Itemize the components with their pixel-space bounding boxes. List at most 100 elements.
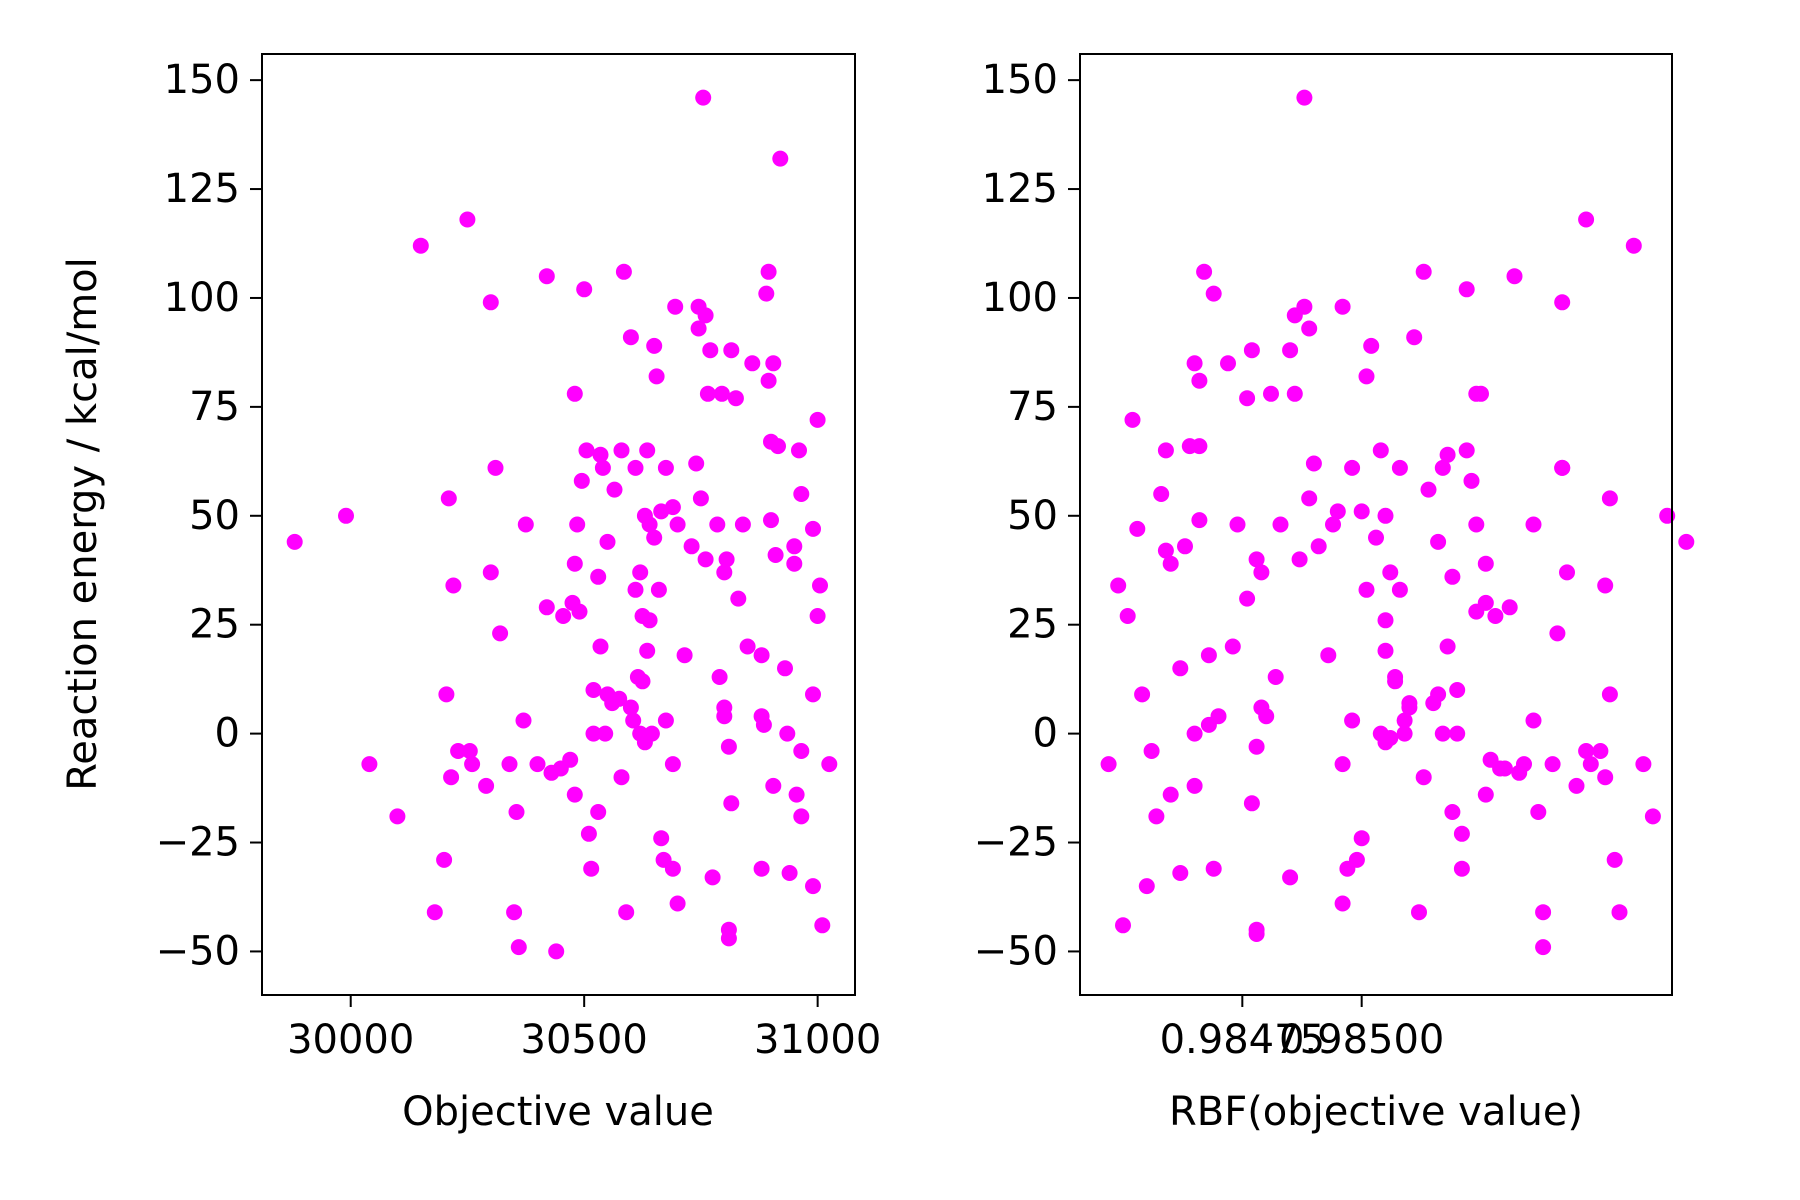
left-data-point [529,756,546,773]
right-data-point [1468,516,1485,533]
right-data-point [1296,89,1313,106]
right-data-point [1434,725,1451,742]
right-data-point [1305,455,1322,472]
left-data-point [571,603,588,620]
right-data-point [1282,342,1299,359]
right-data-point [1124,411,1141,428]
right-y-tick-label: 75 [1007,384,1058,430]
right-data-point [1535,904,1552,921]
right-y-tick-label: 150 [982,57,1058,103]
left-data-point [744,355,761,372]
right-data-point [1477,555,1494,572]
left-data-point [650,581,667,598]
right-y-tick-label: −50 [974,928,1058,974]
right-data-point [1200,647,1217,664]
right-data-point [1430,533,1447,550]
left-data-point [791,442,807,459]
left-data-point [443,769,460,786]
right-data-point [1415,769,1432,786]
right-data-point [1220,355,1236,372]
right-y-tick-label: 25 [1007,602,1058,648]
right-data-point [1439,446,1456,463]
left-data-point [765,355,782,372]
right-data-point [1100,756,1117,773]
right-data-point [1248,926,1265,942]
right-data-point [1644,808,1661,825]
right-data-point [1286,385,1303,402]
left-data-point [613,769,630,786]
right-data-point [1325,516,1341,533]
right-data-point [1458,281,1475,298]
right-data-point [1157,542,1174,559]
left-data-point [492,625,509,642]
right-data-point [1554,459,1571,476]
right-data-point [1329,503,1346,520]
left-data-point [692,490,709,507]
left-data-point [599,533,616,550]
left-data-point [613,442,630,459]
left-data-point [727,390,744,407]
left-data-point [781,865,798,881]
left-data-point [555,608,572,624]
left-data-point [578,442,595,459]
left-data-point [576,281,593,298]
left-data-point [760,372,777,389]
left-plot-frame [261,53,856,996]
right-data-point [1186,355,1203,372]
right-data-point [1358,581,1375,598]
left-data-point [592,446,609,463]
left-data-point [508,804,525,820]
right-data-point [1601,490,1618,507]
right-data-point [1291,551,1308,568]
left-data-point [734,516,751,533]
left-data-point [709,516,726,533]
right-data-point [1597,577,1614,594]
right-data-point [1535,939,1552,956]
left-data-point [723,795,740,812]
right-data-point [1177,538,1193,555]
left-data-point [711,669,728,685]
left-data-point [461,743,478,759]
right-data-point [1229,516,1246,533]
right-data-point [1506,268,1523,285]
left-data-point [590,804,607,820]
right-data-point [1382,564,1399,581]
left-data-point [412,237,429,254]
left-data-point [814,917,831,934]
left-data-point [683,538,700,555]
left-data-point [713,385,730,402]
left-data-point [639,642,656,659]
left-data-point [793,486,810,502]
left-data-point [758,285,775,302]
left-data-point [566,385,583,402]
left-data-point [548,943,565,960]
left-data-point [770,438,786,455]
right-data-point [1559,564,1575,581]
left-data-point [805,520,821,537]
right-data-point [1162,555,1179,572]
right-data-point [1549,625,1566,642]
left-data-point [615,263,632,280]
left-data-point [625,712,642,729]
right-data-point [1191,512,1208,529]
left-data-point [618,904,635,921]
right-data-point [1138,878,1155,895]
right-data-point [1191,438,1208,455]
left-x-tick-label: 31000 [754,1017,881,1063]
right-x-axis-label: RBF(objective value) [1169,1089,1583,1135]
right-data-point [1401,695,1418,712]
left-data-point [515,712,532,729]
left-data-point [730,590,747,607]
left-data-point [720,738,737,755]
right-data-point [1248,738,1265,755]
left-data-point [634,673,651,690]
right-data-point [1363,337,1380,354]
left-data-point [583,860,600,877]
left-y-tick-label: 150 [164,57,240,103]
right-data-point [1253,564,1270,581]
left-data-point [361,756,378,773]
left-data-point [611,690,628,707]
